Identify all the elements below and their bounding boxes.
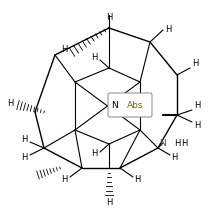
Text: N: N [160, 139, 166, 147]
Text: H: H [194, 120, 200, 130]
Text: H: H [165, 25, 171, 34]
Text: H: H [106, 198, 112, 207]
Text: Abs: Abs [127, 101, 143, 109]
Text: H: H [21, 135, 27, 145]
Text: H: H [8, 99, 14, 107]
Text: H: H [174, 139, 180, 147]
Text: H: H [91, 53, 97, 63]
Text: H: H [181, 139, 187, 147]
Text: H: H [62, 175, 68, 185]
Text: H: H [192, 59, 198, 67]
FancyBboxPatch shape [108, 93, 152, 117]
Text: H: H [21, 152, 27, 162]
Text: H: H [106, 13, 112, 22]
Text: H: H [194, 101, 200, 109]
Text: N: N [112, 101, 118, 109]
Text: H: H [62, 46, 68, 55]
Text: H: H [171, 154, 177, 162]
Text: H: H [91, 149, 97, 158]
Text: H: H [134, 175, 140, 185]
